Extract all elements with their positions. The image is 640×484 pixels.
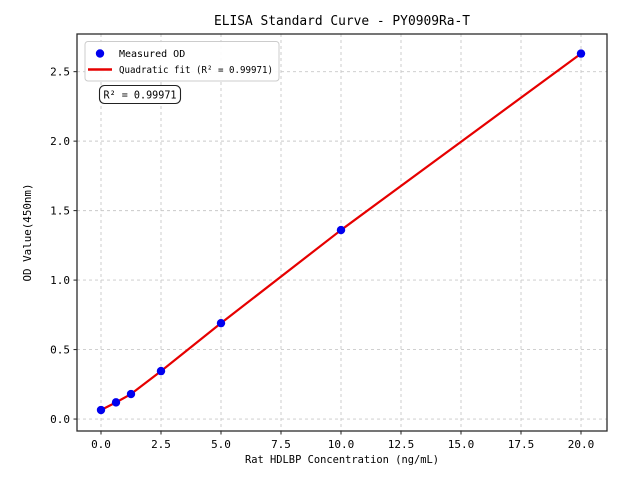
legend-label-quadratic-fit: Quadratic fit (R² = 0.99971) xyxy=(119,65,273,76)
plot-frame xyxy=(76,33,608,432)
x-tick-label: 0.0 xyxy=(91,438,111,451)
r-squared-annotation: R² = 0.99971 xyxy=(98,84,182,105)
y-tick-label: 0.5 xyxy=(50,343,70,356)
x-tick-label: 20.0 xyxy=(568,438,595,451)
data-point xyxy=(126,389,136,399)
r-squared-annotation-text: R² = 0.99971 xyxy=(104,90,177,102)
axis-tick-labels: 0.0 2.5 5.0 7.5 10.0 12.5 15.0 17.5 20.0 0.0 0.5 1.… xyxy=(50,65,594,451)
data-point xyxy=(111,398,121,407)
data-point xyxy=(156,366,166,376)
data-point xyxy=(216,318,226,328)
y-tick-label: 1.0 xyxy=(50,274,70,287)
data-points-group xyxy=(96,49,586,415)
gridlines xyxy=(77,34,607,431)
data-point xyxy=(576,49,586,58)
legend-label-measured-od: Measured OD xyxy=(119,49,185,60)
x-tick-label: 2.5 xyxy=(151,438,171,451)
x-tick-label: 7.5 xyxy=(271,438,291,451)
r-squared-annotation-box xyxy=(98,84,182,105)
legend-box xyxy=(84,41,280,82)
data-point xyxy=(336,225,346,235)
x-tick-label: 17.5 xyxy=(508,438,535,451)
y-axis-label: OD Value(450nm) xyxy=(22,184,34,282)
data-point xyxy=(96,405,106,415)
y-tick-label: 2.5 xyxy=(50,65,70,78)
x-tick-label: 5.0 xyxy=(211,438,231,451)
legend-marker-measured-od-icon xyxy=(95,49,105,58)
y-tick-label: 1.5 xyxy=(50,204,70,217)
chart-title: ELISA Standard Curve - PY0909Ra-T xyxy=(214,14,470,29)
legend: Measured OD Quadratic fit (R² = 0.99971) xyxy=(84,41,280,82)
x-tick-label: 10.0 xyxy=(328,438,355,451)
y-tick-label: 0.0 xyxy=(50,413,70,426)
x-tick-label: 12.5 xyxy=(388,438,415,451)
y-tick-label: 2.0 xyxy=(50,135,70,148)
x-axis-label: Rat HDLBP Concentration (ng/mL) xyxy=(245,454,439,466)
x-tick-label: 15.0 xyxy=(448,438,475,451)
